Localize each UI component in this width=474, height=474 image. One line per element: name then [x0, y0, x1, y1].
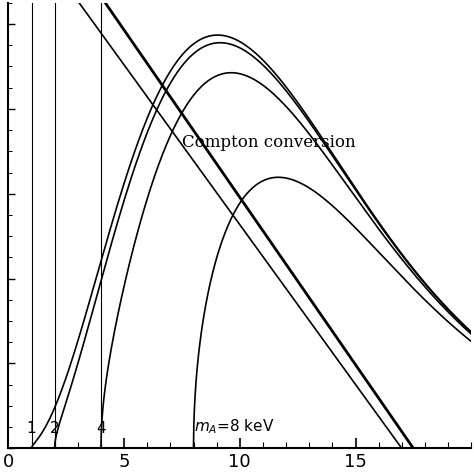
Text: Compton conversion: Compton conversion	[182, 134, 356, 151]
Text: $m_A$=8 keV: $m_A$=8 keV	[193, 417, 274, 436]
Text: 1: 1	[27, 420, 36, 436]
Text: 2: 2	[50, 420, 60, 436]
Text: 4: 4	[96, 420, 106, 436]
